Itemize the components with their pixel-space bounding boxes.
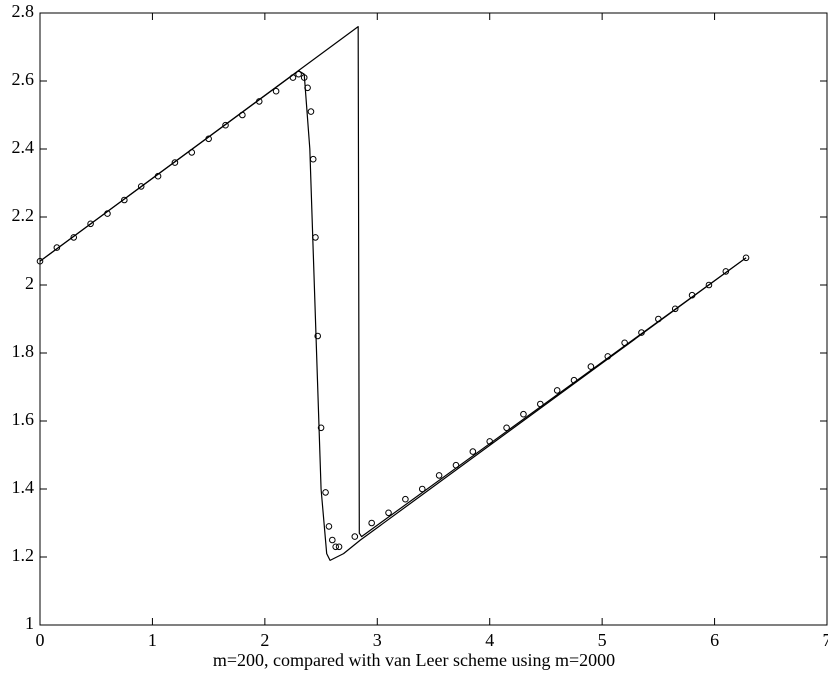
x-tick-label: 3 — [373, 630, 382, 650]
y-tick-label: 1.2 — [12, 545, 35, 565]
data-line — [39, 26, 747, 538]
data-point — [329, 536, 336, 544]
y-tick-label: 1.4 — [12, 477, 35, 497]
data-point — [722, 268, 730, 275]
data-point — [137, 183, 145, 190]
data-point — [553, 387, 561, 394]
x-tick-label: 2 — [260, 630, 269, 650]
data-point — [312, 234, 319, 241]
data-point — [332, 543, 339, 551]
data-point — [121, 196, 128, 204]
y-tick-label: 1.8 — [12, 341, 35, 361]
data-point — [385, 509, 392, 517]
data-point — [272, 87, 280, 95]
data-point — [309, 155, 317, 163]
x-tick-label: 7 — [823, 630, 828, 650]
data-point — [742, 254, 750, 262]
data-point — [503, 424, 510, 432]
y-tick-label: 2.6 — [12, 69, 35, 89]
data-point — [317, 424, 325, 432]
data-point — [87, 220, 94, 228]
x-tick-label: 5 — [598, 630, 607, 650]
y-tick-label: 2.8 — [12, 1, 35, 21]
data-point — [70, 234, 78, 241]
data-point — [587, 363, 595, 370]
y-tick-label: 2.2 — [12, 205, 35, 225]
data-point — [307, 108, 315, 115]
data-point — [351, 533, 359, 540]
data-line — [39, 70, 747, 561]
data-point — [171, 159, 179, 166]
data-point — [671, 305, 679, 313]
data-point — [469, 448, 477, 455]
data-point — [36, 257, 44, 265]
x-tick-label: 4 — [485, 630, 494, 650]
data-point — [335, 543, 343, 551]
y-tick-label: 2.4 — [12, 137, 35, 157]
y-tick-label: 1 — [25, 613, 34, 633]
data-point — [705, 281, 713, 289]
x-tick-label: 0 — [36, 630, 45, 650]
data-point — [222, 121, 229, 129]
chart-title: m=200, compared with van Leer scheme usi… — [213, 650, 615, 670]
y-tick-label: 1.6 — [12, 409, 35, 429]
data-point — [402, 495, 409, 503]
data-point — [322, 489, 329, 496]
plot-frame — [39, 12, 828, 626]
x-tick-label: 1 — [148, 630, 157, 650]
data-point — [53, 244, 61, 251]
data-point — [435, 472, 443, 479]
y-tick-label: 2 — [25, 273, 34, 293]
data-point — [418, 485, 426, 493]
data-point — [325, 523, 333, 530]
data-point — [368, 519, 375, 527]
data-point — [314, 332, 321, 340]
data-point — [520, 410, 527, 418]
x-tick-label: 6 — [710, 630, 719, 650]
